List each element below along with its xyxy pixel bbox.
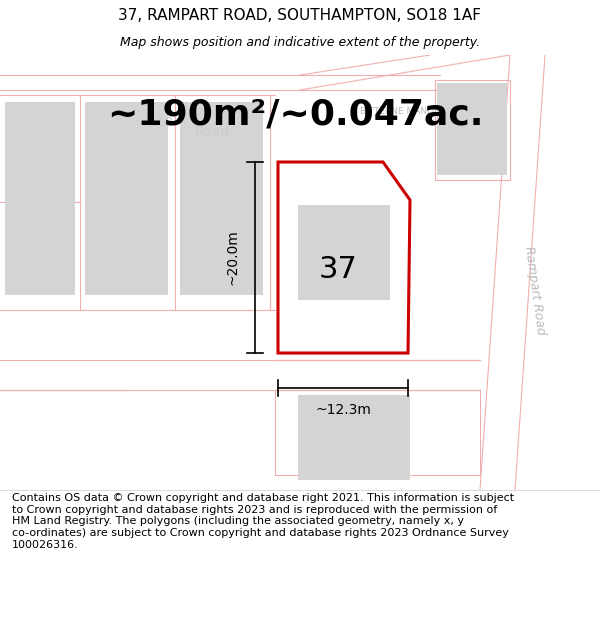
Text: ~190m²/~0.047ac.: ~190m²/~0.047ac.	[107, 98, 483, 132]
Text: ~12.3m: ~12.3m	[315, 403, 371, 417]
Text: ~20.0m: ~20.0m	[226, 229, 240, 286]
Bar	[85, 102, 168, 295]
Bar	[5, 102, 75, 295]
Bar	[180, 102, 263, 295]
Text: Map shows position and indicative extent of the property.: Map shows position and indicative extent…	[120, 36, 480, 49]
Bar	[437, 83, 507, 175]
Text: Road: Road	[195, 125, 230, 139]
Text: BITTERNE MANOR: BITTERNE MANOR	[360, 107, 440, 116]
Text: Contains OS data © Crown copyright and database right 2021. This information is : Contains OS data © Crown copyright and d…	[12, 493, 514, 549]
Text: Ste: Ste	[148, 114, 173, 129]
Bar	[298, 205, 390, 300]
Bar	[298, 395, 410, 480]
Text: 37, RAMPART ROAD, SOUTHAMPTON, SO18 1AF: 37, RAMPART ROAD, SOUTHAMPTON, SO18 1AF	[119, 8, 482, 23]
Text: Rampart Road: Rampart Road	[523, 245, 548, 335]
Text: 37: 37	[319, 256, 358, 284]
